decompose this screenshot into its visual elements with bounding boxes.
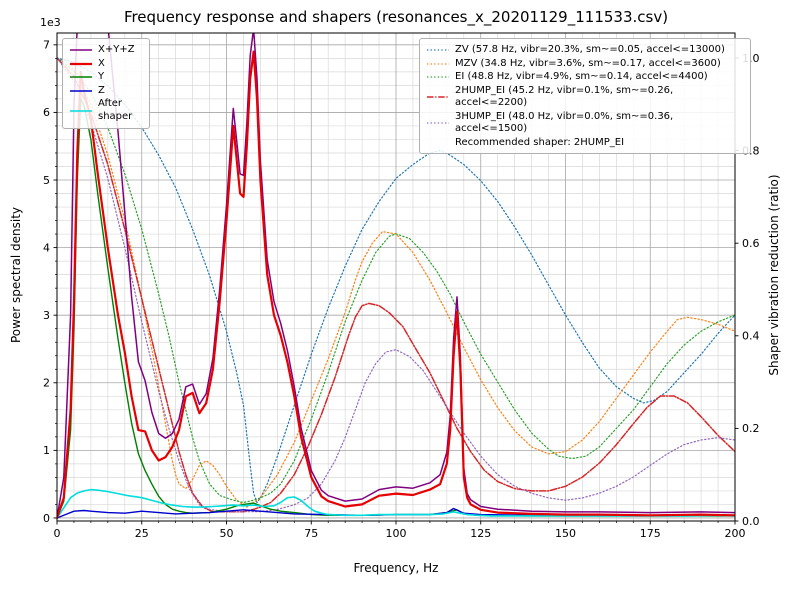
legend-label: X+Y+Z — [98, 44, 135, 55]
x-tick-label: 0 — [54, 527, 61, 540]
left-y-tick-label: 5 — [43, 174, 50, 187]
legend-item-2hump_ei: 2HUMP_EI (45.2 Hz, vibr=0.1%, sm~=0.26, … — [426, 85, 744, 110]
legend-line-swatch — [427, 96, 449, 98]
legend-label: ZV (57.8 Hz, vibr=20.3%, sm~=0.05, accel… — [455, 44, 725, 55]
curves — [57, 33, 735, 520]
legend-item-after-shaper: After shaper — [69, 98, 143, 123]
left-y-axis-label: Power spectral density — [9, 206, 23, 344]
axes: 0 25 50 75 100 125 150 175 200 0 1 2 3 4 5 6 7 0.0 0.2 0.4 0… — [43, 32, 760, 540]
legend-label: X — [98, 57, 105, 69]
x-tick-label: 200 — [725, 527, 746, 540]
legend-label: Y — [98, 71, 105, 82]
right-y-tick-label: 0.2 — [742, 422, 760, 435]
legend-line-swatch — [70, 109, 92, 112]
series-2hump_ei — [57, 57, 735, 513]
legend-line-swatch — [427, 63, 449, 65]
legend-item-3hump_ei: 3HUMP_EI (48.0 Hz, vibr=0.0%, sm~=0.36, … — [426, 111, 744, 136]
legend-item-mzv: MZV (34.8 Hz, vibr=3.6%, sm~=0.17, accel… — [426, 58, 744, 71]
legend-line-swatch — [70, 76, 92, 78]
legend-line-swatch — [70, 49, 92, 51]
x-tick-label: 75 — [304, 527, 318, 540]
legend-line-swatch — [427, 49, 449, 51]
left-y-tick-label: 7 — [43, 39, 50, 52]
right-y-axis-label: Shaper vibration reduction (ratio) — [767, 174, 781, 376]
legend-label: After shaper — [98, 98, 133, 122]
legend-item-ei: EI (48.8 Hz, vibr=4.9%, sm~=0.14, accel<… — [426, 71, 744, 84]
legend-line-swatch — [70, 90, 92, 92]
right-y-tick-label: 0.6 — [742, 237, 760, 250]
legend-psd: X+Y+Z X Y Z After shaper — [62, 38, 150, 129]
right-y-tick-label: 0.4 — [742, 330, 760, 343]
legend-label: EI (48.8 Hz, vibr=4.9%, sm~=0.14, accel<… — [455, 71, 708, 82]
x-tick-label: 100 — [386, 527, 407, 540]
left-y-tick-label: 1 — [43, 444, 50, 457]
legend-item-z: Z — [69, 85, 143, 98]
legend-label: 2HUMP_EI (45.2 Hz, vibr=0.1%, sm~=0.26, … — [455, 84, 674, 109]
legend-item-x: X — [69, 58, 143, 71]
legend-shaper-items: ZV (57.8 Hz, vibr=20.3%, sm~=0.05, accel… — [426, 44, 744, 136]
legend-line-swatch — [427, 122, 449, 124]
left-y-tick-label: 0 — [43, 512, 50, 525]
x-axis-label: Frequency, Hz — [353, 561, 439, 575]
legend-shapers: ZV (57.8 Hz, vibr=20.3%, sm~=0.05, accel… — [419, 38, 751, 154]
series-z — [57, 507, 735, 519]
x-tick-label: 50 — [220, 527, 234, 540]
legend-label: Z — [98, 84, 105, 96]
recommended-shaper-text: Recommended shaper: 2HUMP_EI — [455, 136, 625, 148]
x-tick-label: 125 — [470, 527, 491, 540]
legend-item-zv: ZV (57.8 Hz, vibr=20.3%, sm~=0.05, accel… — [426, 44, 744, 57]
legend-item-y: Y — [69, 71, 143, 84]
legend-label: 3HUMP_EI (48.0 Hz, vibr=0.0%, sm~=0.36, … — [455, 110, 674, 135]
right-y-tick-label: 0.0 — [742, 515, 760, 528]
left-y-tick-label: 6 — [43, 106, 50, 119]
series-3hump_ei — [57, 57, 735, 513]
x-tick-label: 25 — [135, 527, 149, 540]
left-axis-offset-text: 1e3 — [40, 16, 61, 29]
plot-title: Frequency response and shapers (resonanc… — [123, 8, 669, 26]
series-zv — [57, 57, 735, 504]
series-after — [57, 488, 735, 519]
legend-line-swatch — [427, 76, 449, 78]
x-tick-label: 175 — [640, 527, 661, 540]
left-y-tick-label: 4 — [43, 241, 50, 254]
left-y-tick-label: 3 — [43, 309, 50, 322]
legend-line-swatch — [70, 62, 92, 65]
left-y-tick-label: 2 — [43, 377, 50, 390]
legend-item-x-y-z: X+Y+Z — [69, 44, 143, 57]
series-x — [57, 50, 735, 520]
legend-label: MZV (34.8 Hz, vibr=3.6%, sm~=0.17, accel… — [455, 57, 721, 69]
x-tick-label: 150 — [555, 527, 576, 540]
